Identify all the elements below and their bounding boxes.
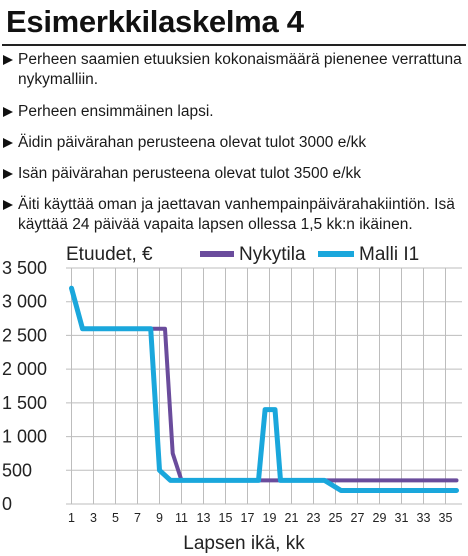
bullet-text: Äidin päivärahan perusteena olevat tulot… [18,134,367,151]
x-tick-label: 31 [395,511,409,525]
y-tick-label: 1 000 [2,427,47,447]
x-tick-label: 9 [156,511,163,525]
legend-label: Malli I1 [359,244,419,265]
bullet-arrow-icon [3,55,13,65]
y-tick-label: 3 500 [2,258,47,278]
bullet-item: Perheen ensimmäinen lapsi. [2,102,464,122]
y-tick-label: 2 500 [2,325,47,345]
x-tick-label: 13 [197,511,211,525]
x-axis-ticks: 1 3 5 7 9 11 13 15 17 19 21 23 25 27 29 31 33 35 [68,511,452,525]
y-tick-label: 0 [2,494,12,514]
x-tick-label: 11 [175,511,188,525]
y-tick-label: 1 500 [2,393,47,413]
x-tick-label: 29 [373,511,387,525]
chart-series [69,285,459,493]
x-tick-label: 5 [112,511,119,525]
bullet-item: Äiti käyttää oman ja jaettavan vanhempai… [2,195,464,235]
bullet-item: Isän päivärahan perusteena olevat tulot … [2,164,464,184]
x-tick-label: 21 [285,511,299,525]
x-tick-label: 1 [68,511,75,525]
x-tick-label: 27 [351,511,365,525]
bullet-arrow-icon [3,200,13,210]
x-tick-label: 3 [90,511,97,525]
x-tick-label: 35 [439,511,453,525]
series-line-nykytila [80,326,459,483]
x-tick-label: 23 [307,511,321,525]
x-tick-label: 25 [329,511,343,525]
bullet-text: Äiti käyttää oman ja jaettavan vanhempai… [18,196,455,233]
bullet-arrow-icon [3,107,13,117]
x-tick-label: 33 [417,511,431,525]
bullet-text: Isän päivärahan perusteena olevat tulot … [18,165,361,182]
bullet-text: Perheen ensimmäinen lapsi. [18,103,214,120]
chart-title: Etuudet, € [66,244,153,265]
x-axis-title: Lapsen ikä, kk [183,533,305,554]
page-title: Esimerkkilaskelma 4 [6,4,304,39]
y-axis-ticks: 0 500 1 000 1 500 2 000 2 500 3 000 3 500 [2,258,47,514]
title-divider [2,44,466,46]
y-tick-label: 3 000 [2,292,47,312]
chart-legend: Nykytila Malli I1 [200,244,419,265]
legend-label: Nykytila [239,244,306,265]
bullet-item: Äidin päivärahan perusteena olevat tulot… [2,133,464,153]
x-tick-label: 17 [241,511,255,525]
y-tick-label: 500 [2,460,32,480]
bullet-item: Perheen saamien etuuksien kokonaismäärä … [2,50,464,90]
chart-grid [66,267,462,505]
x-tick-label: 7 [134,511,141,525]
series-line-malli-i1 [69,285,459,493]
y-tick-label: 2 000 [2,359,47,379]
x-tick-label: 19 [263,511,277,525]
bullet-arrow-icon [3,138,13,148]
bullet-list: Perheen saamien etuuksien kokonaismäärä … [2,50,464,247]
bullet-text: Perheen saamien etuuksien kokonaismäärä … [18,51,462,88]
bullet-arrow-icon [3,169,13,179]
x-tick-label: 15 [219,511,233,525]
